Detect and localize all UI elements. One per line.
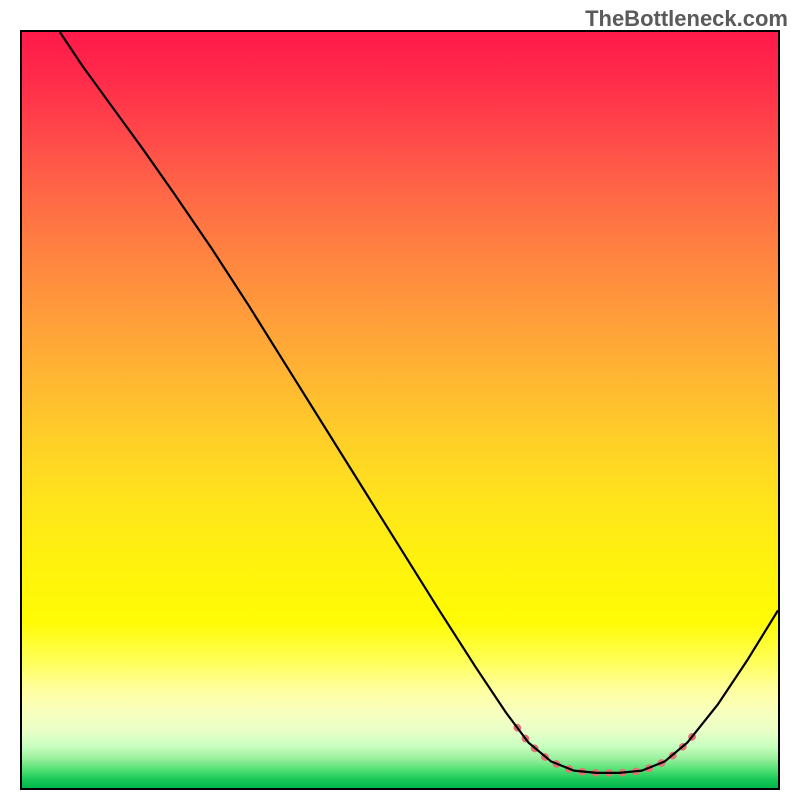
valley-highlight-curve bbox=[517, 728, 698, 773]
chart-curves bbox=[22, 32, 778, 788]
chart-container: TheBottleneck.com bbox=[0, 0, 800, 800]
main-curve bbox=[60, 32, 778, 773]
watermark-text: TheBottleneck.com bbox=[585, 6, 788, 32]
plot-area bbox=[20, 30, 780, 790]
